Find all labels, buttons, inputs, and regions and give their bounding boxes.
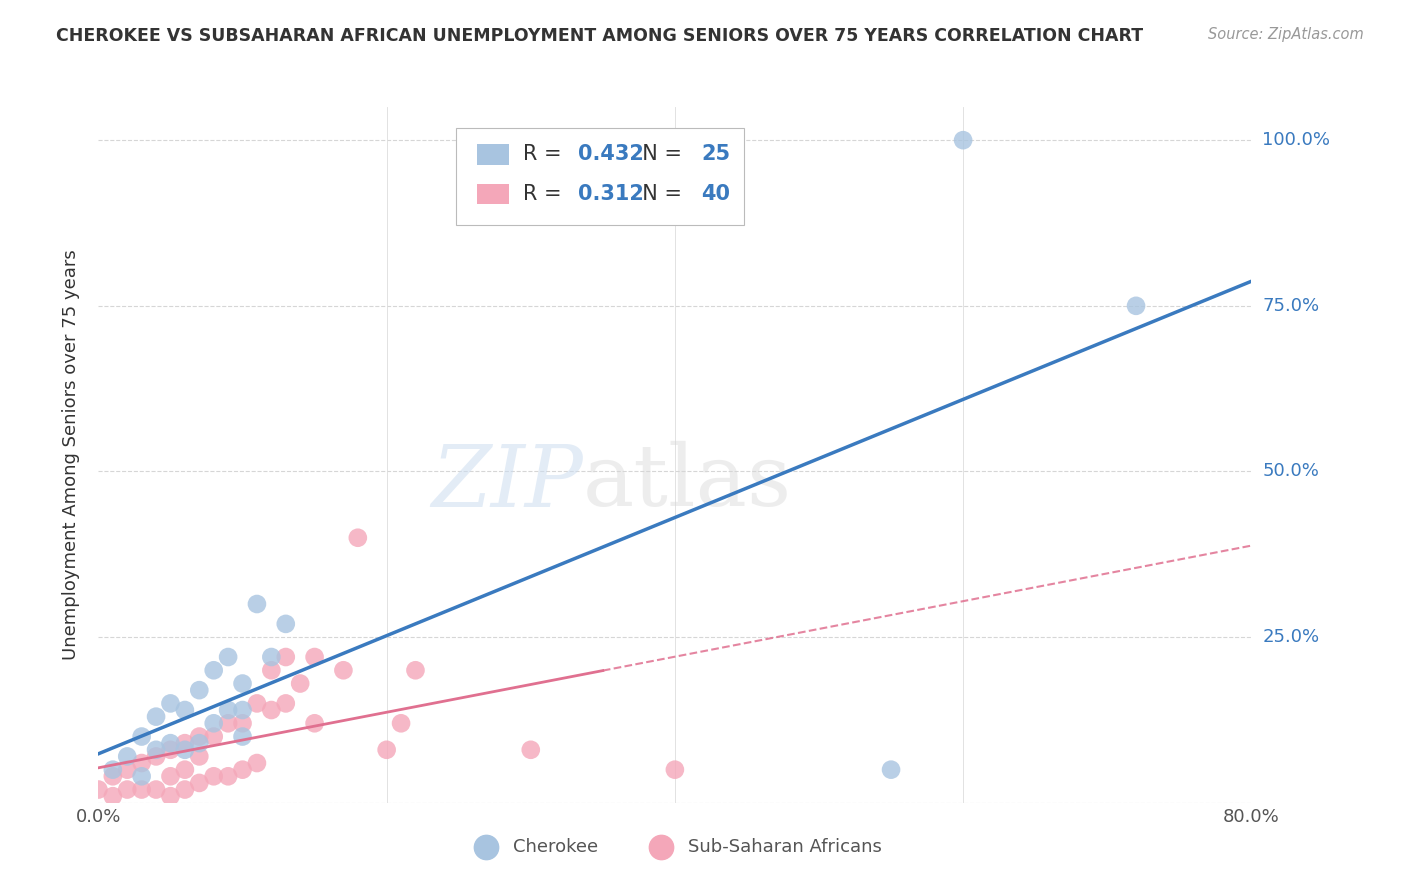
Point bbox=[188, 683, 211, 698]
Point bbox=[952, 133, 974, 147]
Text: 25.0%: 25.0% bbox=[1263, 628, 1320, 646]
Text: 25: 25 bbox=[702, 145, 731, 164]
Point bbox=[260, 663, 283, 677]
Point bbox=[131, 782, 153, 797]
Point bbox=[520, 743, 543, 757]
Point bbox=[101, 763, 124, 777]
Point bbox=[131, 730, 153, 744]
Y-axis label: Unemployment Among Seniors over 75 years: Unemployment Among Seniors over 75 years bbox=[62, 250, 80, 660]
Point bbox=[1125, 299, 1147, 313]
Point bbox=[117, 763, 138, 777]
Point bbox=[202, 730, 225, 744]
Point bbox=[188, 749, 211, 764]
Point bbox=[202, 769, 225, 783]
Point bbox=[346, 531, 368, 545]
Point bbox=[274, 616, 297, 631]
Point bbox=[332, 663, 354, 677]
Point bbox=[101, 789, 124, 804]
Point bbox=[231, 716, 254, 731]
Text: ZIP: ZIP bbox=[430, 442, 582, 524]
Text: 0.312: 0.312 bbox=[578, 184, 644, 204]
Point bbox=[389, 716, 412, 731]
Point bbox=[159, 789, 181, 804]
Point bbox=[274, 697, 297, 711]
Text: 40: 40 bbox=[702, 184, 730, 204]
Point bbox=[188, 730, 211, 744]
Text: 0.432: 0.432 bbox=[578, 145, 644, 164]
Point bbox=[304, 716, 326, 731]
FancyBboxPatch shape bbox=[477, 144, 509, 165]
Point bbox=[246, 756, 269, 770]
Point bbox=[174, 782, 197, 797]
Point bbox=[375, 743, 398, 757]
Point bbox=[231, 763, 254, 777]
Point bbox=[246, 697, 269, 711]
Point bbox=[188, 736, 211, 750]
Point bbox=[117, 782, 138, 797]
Point bbox=[174, 763, 197, 777]
FancyBboxPatch shape bbox=[477, 184, 509, 204]
Point bbox=[231, 730, 254, 744]
Point bbox=[274, 650, 297, 665]
Point bbox=[145, 749, 167, 764]
Text: CHEROKEE VS SUBSAHARAN AFRICAN UNEMPLOYMENT AMONG SENIORS OVER 75 YEARS CORRELAT: CHEROKEE VS SUBSAHARAN AFRICAN UNEMPLOYM… bbox=[56, 27, 1143, 45]
Point bbox=[290, 676, 312, 690]
Point bbox=[159, 736, 181, 750]
Point bbox=[101, 769, 124, 783]
Text: Source: ZipAtlas.com: Source: ZipAtlas.com bbox=[1208, 27, 1364, 42]
Point bbox=[145, 743, 167, 757]
Point bbox=[159, 697, 181, 711]
Point bbox=[202, 663, 225, 677]
Text: N =: N = bbox=[628, 184, 689, 204]
Point bbox=[145, 709, 167, 723]
Point bbox=[87, 782, 110, 797]
Legend: Cherokee, Sub-Saharan Africans: Cherokee, Sub-Saharan Africans bbox=[460, 831, 890, 863]
Point bbox=[304, 650, 326, 665]
Point bbox=[188, 776, 211, 790]
Text: 100.0%: 100.0% bbox=[1263, 131, 1330, 149]
Point bbox=[159, 743, 181, 757]
Point bbox=[217, 650, 239, 665]
Point bbox=[405, 663, 427, 677]
Point bbox=[217, 716, 239, 731]
Point bbox=[664, 763, 686, 777]
Text: R =: R = bbox=[523, 184, 568, 204]
Point bbox=[217, 769, 239, 783]
Text: 50.0%: 50.0% bbox=[1263, 462, 1319, 481]
Point bbox=[145, 782, 167, 797]
Point bbox=[260, 703, 283, 717]
Text: 75.0%: 75.0% bbox=[1263, 297, 1320, 315]
Point bbox=[117, 749, 138, 764]
Point bbox=[231, 703, 254, 717]
Point bbox=[260, 650, 283, 665]
FancyBboxPatch shape bbox=[456, 128, 744, 226]
Point bbox=[159, 769, 181, 783]
Point bbox=[131, 769, 153, 783]
Point bbox=[174, 736, 197, 750]
Point bbox=[202, 716, 225, 731]
Point bbox=[174, 703, 197, 717]
Point bbox=[174, 743, 197, 757]
Point bbox=[880, 763, 903, 777]
Point bbox=[231, 676, 254, 690]
Text: R =: R = bbox=[523, 145, 568, 164]
Point bbox=[246, 597, 269, 611]
Text: atlas: atlas bbox=[582, 442, 792, 524]
Point bbox=[131, 756, 153, 770]
Text: N =: N = bbox=[628, 145, 689, 164]
Point bbox=[217, 703, 239, 717]
